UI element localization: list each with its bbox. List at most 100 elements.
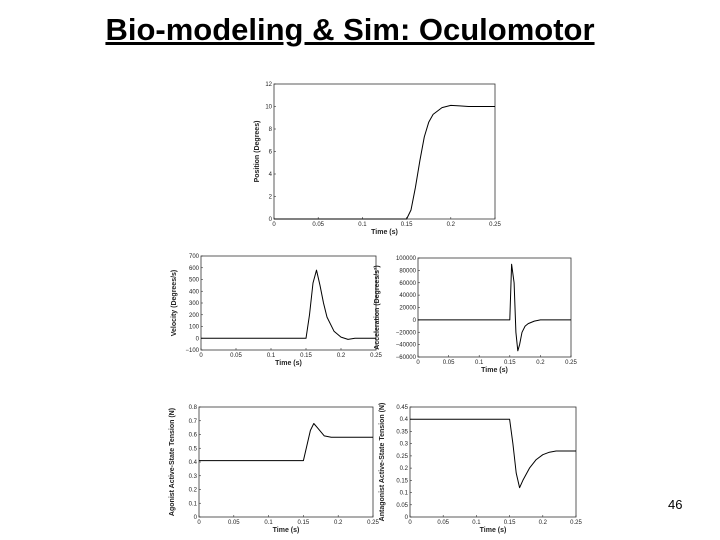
x-tick-label: 0.05 — [312, 222, 324, 228]
x-tick-label: 0.15 — [300, 353, 312, 359]
y-tick-label: 0.5 — [189, 446, 198, 452]
y-tick-label: 0 — [269, 217, 273, 223]
x-tick-label: 0.1 — [472, 520, 481, 526]
x-tick-label: 0.05 — [443, 360, 455, 366]
y-tick-label: 0.45 — [396, 405, 408, 411]
page-number: 46 — [668, 497, 683, 512]
x-tick-label: 0 — [408, 520, 412, 526]
y-tick-label: 400 — [189, 289, 200, 295]
x-tick-label: 0.15 — [504, 360, 516, 366]
x-tick-label: 0.15 — [298, 520, 310, 526]
x-tick-label: 0.25 — [370, 353, 382, 359]
x-axis-label: Time (s) — [371, 229, 398, 236]
y-tick-label: 300 — [189, 301, 200, 307]
x-tick-label: 0.15 — [504, 520, 516, 526]
y-tick-label: 200 — [189, 313, 200, 319]
y-tick-label: 0.2 — [189, 488, 198, 494]
y-tick-label: 500 — [189, 278, 200, 284]
x-axis-label: Time (s) — [480, 527, 507, 534]
position-chart: 0 0.05 0.1 0.15 0.2 0.25 0 2 4 6 8 10 12 Time (s) Posi… — [254, 82, 501, 236]
y-tick-label: 2 — [269, 195, 273, 201]
x-tick-label: 0.25 — [570, 520, 582, 526]
y-tick-label: 0.2 — [400, 466, 409, 472]
y-tick-label: 100000 — [396, 256, 417, 262]
y-axis-label: Antagonist Active-State Tension (N) — [379, 403, 386, 522]
x-tick-label: 0.1 — [358, 222, 367, 228]
y-tick-label: 6 — [269, 150, 273, 156]
x-tick-label: 0.1 — [264, 520, 273, 526]
y-tick-label: 0.4 — [400, 417, 409, 423]
y-tick-label: 0 — [196, 336, 200, 342]
series-line — [418, 263, 571, 352]
y-tick-label: 0.6 — [189, 433, 198, 439]
y-tick-label: 0.1 — [189, 501, 198, 507]
plot-frame — [198, 406, 374, 518]
x-tick-label: 0 — [272, 222, 276, 228]
y-tick-label: 0 — [194, 515, 198, 521]
y-tick-label: 0.7 — [189, 419, 198, 425]
plot-frame — [200, 255, 377, 351]
y-tick-label: −60000 — [396, 355, 417, 361]
y-tick-label: 0.05 — [396, 503, 408, 509]
x-tick-label: 0.1 — [267, 353, 276, 359]
y-tick-label: 0.4 — [189, 460, 198, 466]
plot-frame — [417, 257, 572, 358]
y-axis-label: Agonist Active-State Tension (N) — [169, 408, 176, 516]
y-tick-label: 0 — [413, 318, 417, 324]
velocity-chart: 0 0.05 0.1 0.15 0.2 0.25−10001002003004005006… — [171, 254, 382, 367]
y-tick-label: 12 — [265, 82, 272, 88]
y-tick-label: 60000 — [399, 281, 416, 287]
x-tick-label: 0.2 — [539, 520, 548, 526]
y-tick-label: −20000 — [396, 330, 417, 336]
x-tick-label: 0.05 — [437, 520, 449, 526]
x-axis-label: Time (s) — [275, 360, 302, 367]
antagonist-tension-chart: 0 0.05 0.1 0.15 0.2 0.25 0 0.05 0.1 0.15 0.2 0.25 0.… — [379, 403, 582, 534]
y-tick-label: 100 — [189, 325, 200, 331]
y-tick-label: 40000 — [399, 293, 416, 299]
x-axis-label: Time (s) — [481, 367, 508, 374]
series-line — [410, 418, 576, 489]
y-tick-label: 0.35 — [396, 429, 408, 435]
x-tick-label: 0.2 — [536, 360, 545, 366]
y-tick-label: 600 — [189, 266, 200, 272]
y-axis-label: Position (Degrees) — [254, 121, 261, 183]
x-tick-label: 0 — [197, 520, 201, 526]
acceleration-chart: 0 0.05 0.1 0.15 0.2 0.25 −60000 −40000 −20000 0 20… — [374, 256, 577, 374]
y-tick-label: 80000 — [399, 268, 416, 274]
y-tick-label: 0.15 — [396, 478, 408, 484]
x-tick-label: 0.2 — [447, 222, 456, 228]
y-tick-label: −40000 — [396, 343, 417, 349]
x-tick-label: 0.05 — [230, 353, 242, 359]
y-tick-label: 0.3 — [189, 474, 198, 480]
series-line — [274, 104, 495, 220]
x-tick-label: 0.25 — [489, 222, 501, 228]
x-tick-label: 0.2 — [337, 353, 346, 359]
x-tick-label: 0 — [199, 353, 203, 359]
y-tick-label: 0.8 — [189, 405, 198, 411]
series-line — [201, 269, 376, 340]
y-tick-label: −100 — [185, 348, 199, 354]
x-tick-label: 0 — [416, 360, 420, 366]
y-tick-label: 10 — [265, 105, 272, 111]
x-tick-label: 0.05 — [228, 520, 240, 526]
x-tick-label: 0.2 — [334, 520, 343, 526]
plot-frame — [409, 406, 577, 518]
x-axis-label: Time (s) — [273, 527, 300, 534]
y-tick-label: 4 — [269, 172, 273, 178]
y-tick-label: 20000 — [399, 306, 416, 312]
y-tick-label: 0.25 — [396, 454, 408, 460]
slide-title: Bio-modeling & Sim: Oculomotor — [105, 12, 595, 47]
y-tick-label: 8 — [269, 127, 273, 133]
x-tick-label: 0.25 — [565, 360, 577, 366]
y-axis-label: Acceleration (Degrees/s²) — [374, 265, 381, 349]
agonist-tension-chart: 0 0.05 0.1 0.15 0.2 0.25 0 0.1 0.2 0.3 0.4 0.5 0.6 0.… — [169, 405, 379, 534]
x-tick-label: 0.15 — [401, 222, 413, 228]
x-tick-label: 0.25 — [367, 520, 379, 526]
y-axis-label: Velocity (Degrees/s) — [171, 270, 178, 337]
plot-frame — [273, 83, 496, 220]
x-tick-label: 0.1 — [475, 360, 484, 366]
y-tick-label: 0 — [405, 515, 409, 521]
y-tick-label: 0.1 — [400, 491, 409, 497]
y-tick-label: 700 — [189, 254, 200, 260]
y-tick-label: 0.3 — [400, 442, 409, 448]
